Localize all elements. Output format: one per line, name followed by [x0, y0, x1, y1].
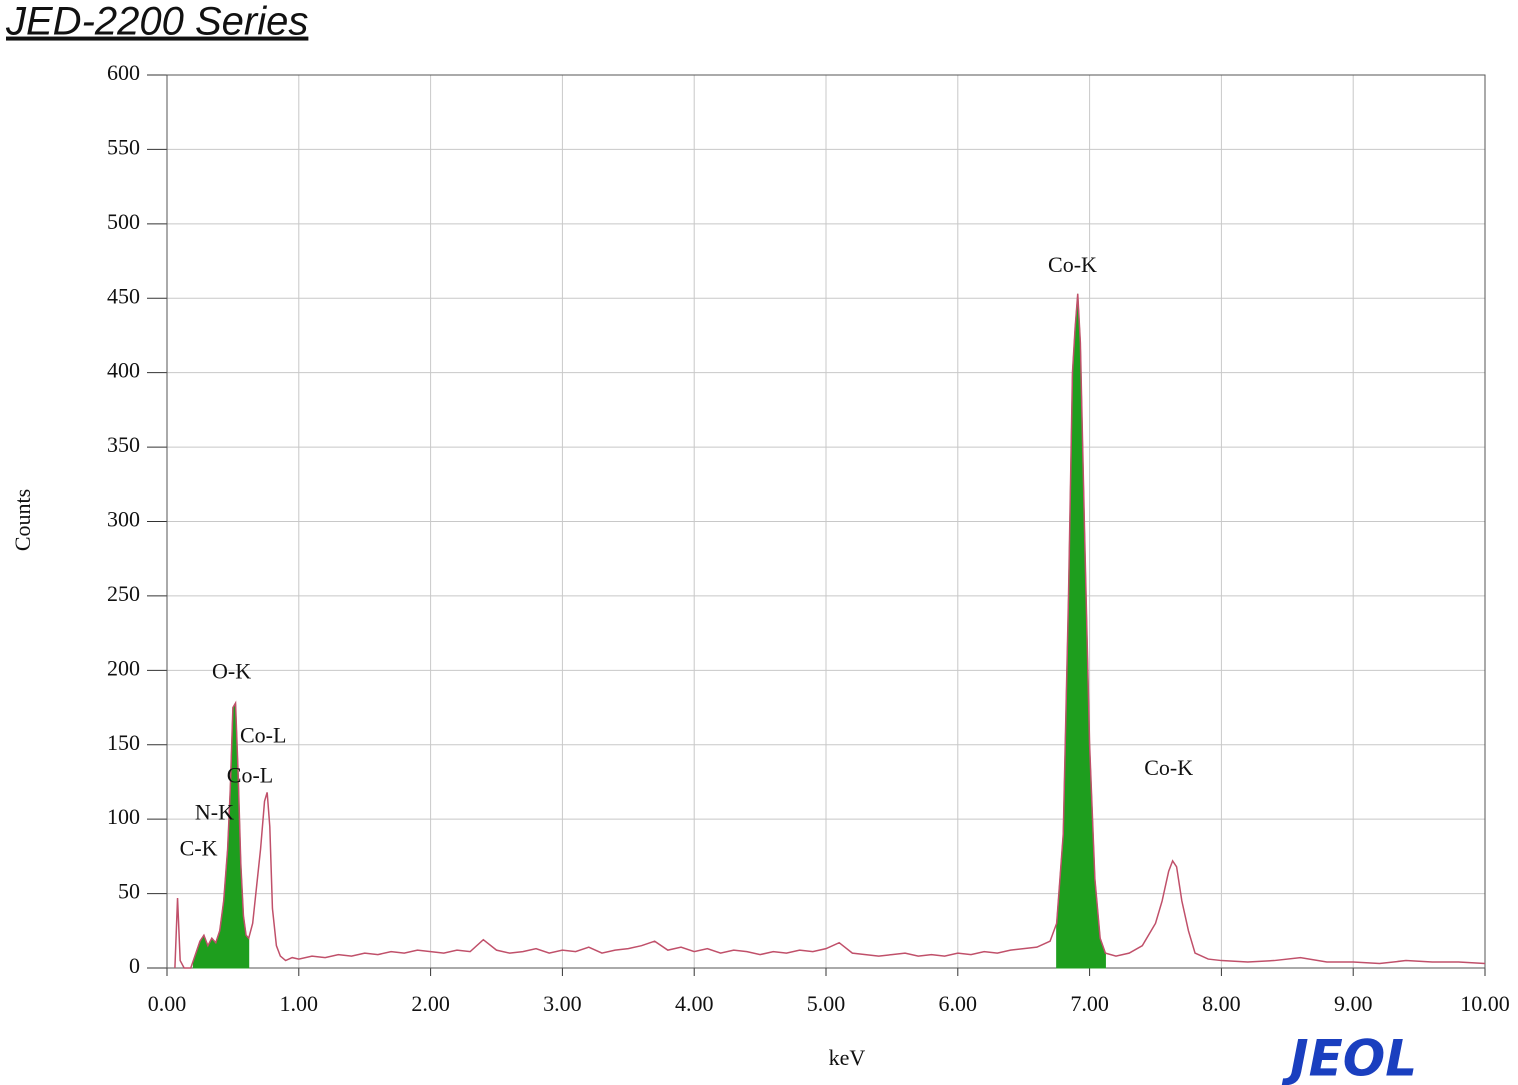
- y-tick-label: 100: [107, 804, 140, 829]
- peak-label: C-K: [180, 835, 218, 860]
- x-tick-label: 7.00: [1070, 991, 1109, 1016]
- x-tick-label: 0.00: [148, 991, 187, 1016]
- x-tick-label: 3.00: [543, 991, 582, 1016]
- y-tick-label: 150: [107, 730, 140, 755]
- peak-label: Co-K: [1144, 755, 1193, 780]
- y-tick-label: 250: [107, 581, 140, 606]
- x-tick-label: 10.00: [1460, 991, 1510, 1016]
- y-axis-label: Counts: [10, 489, 35, 551]
- x-tick-label: 2.00: [411, 991, 450, 1016]
- y-tick-label: 550: [107, 134, 140, 159]
- x-tick-label: 4.00: [675, 991, 714, 1016]
- logo: JEOL: [1281, 1030, 1417, 1085]
- y-tick-label: 300: [107, 507, 140, 532]
- x-tick-label: 9.00: [1334, 991, 1373, 1016]
- peak-label: Co-L: [227, 763, 273, 788]
- y-tick-label: 200: [107, 655, 140, 680]
- peak-label: Co-K: [1048, 252, 1097, 277]
- y-tick-label: 0: [129, 953, 140, 978]
- spectrum-line: [174, 293, 1486, 969]
- y-tick-label: 50: [118, 879, 140, 904]
- y-tick-label: 450: [107, 283, 140, 308]
- x-tick-label: 8.00: [1202, 991, 1241, 1016]
- x-tick-label: 5.00: [807, 991, 846, 1016]
- peak-label: Co-L: [240, 722, 286, 747]
- y-tick-label: 500: [107, 209, 140, 234]
- y-tick-label: 600: [107, 60, 140, 85]
- plot-frame: [166, 74, 1486, 969]
- x-axis-label: keV: [829, 1045, 866, 1070]
- y-tick-label: 350: [107, 432, 140, 457]
- peak-label: N-K: [195, 800, 234, 825]
- peak-label: O-K: [212, 658, 251, 683]
- y-tick-label: 400: [107, 358, 140, 383]
- x-tick-label: 6.00: [939, 991, 978, 1016]
- chart-title: JED-2200 Series: [5, 0, 308, 44]
- x-tick-label: 1.00: [280, 991, 319, 1016]
